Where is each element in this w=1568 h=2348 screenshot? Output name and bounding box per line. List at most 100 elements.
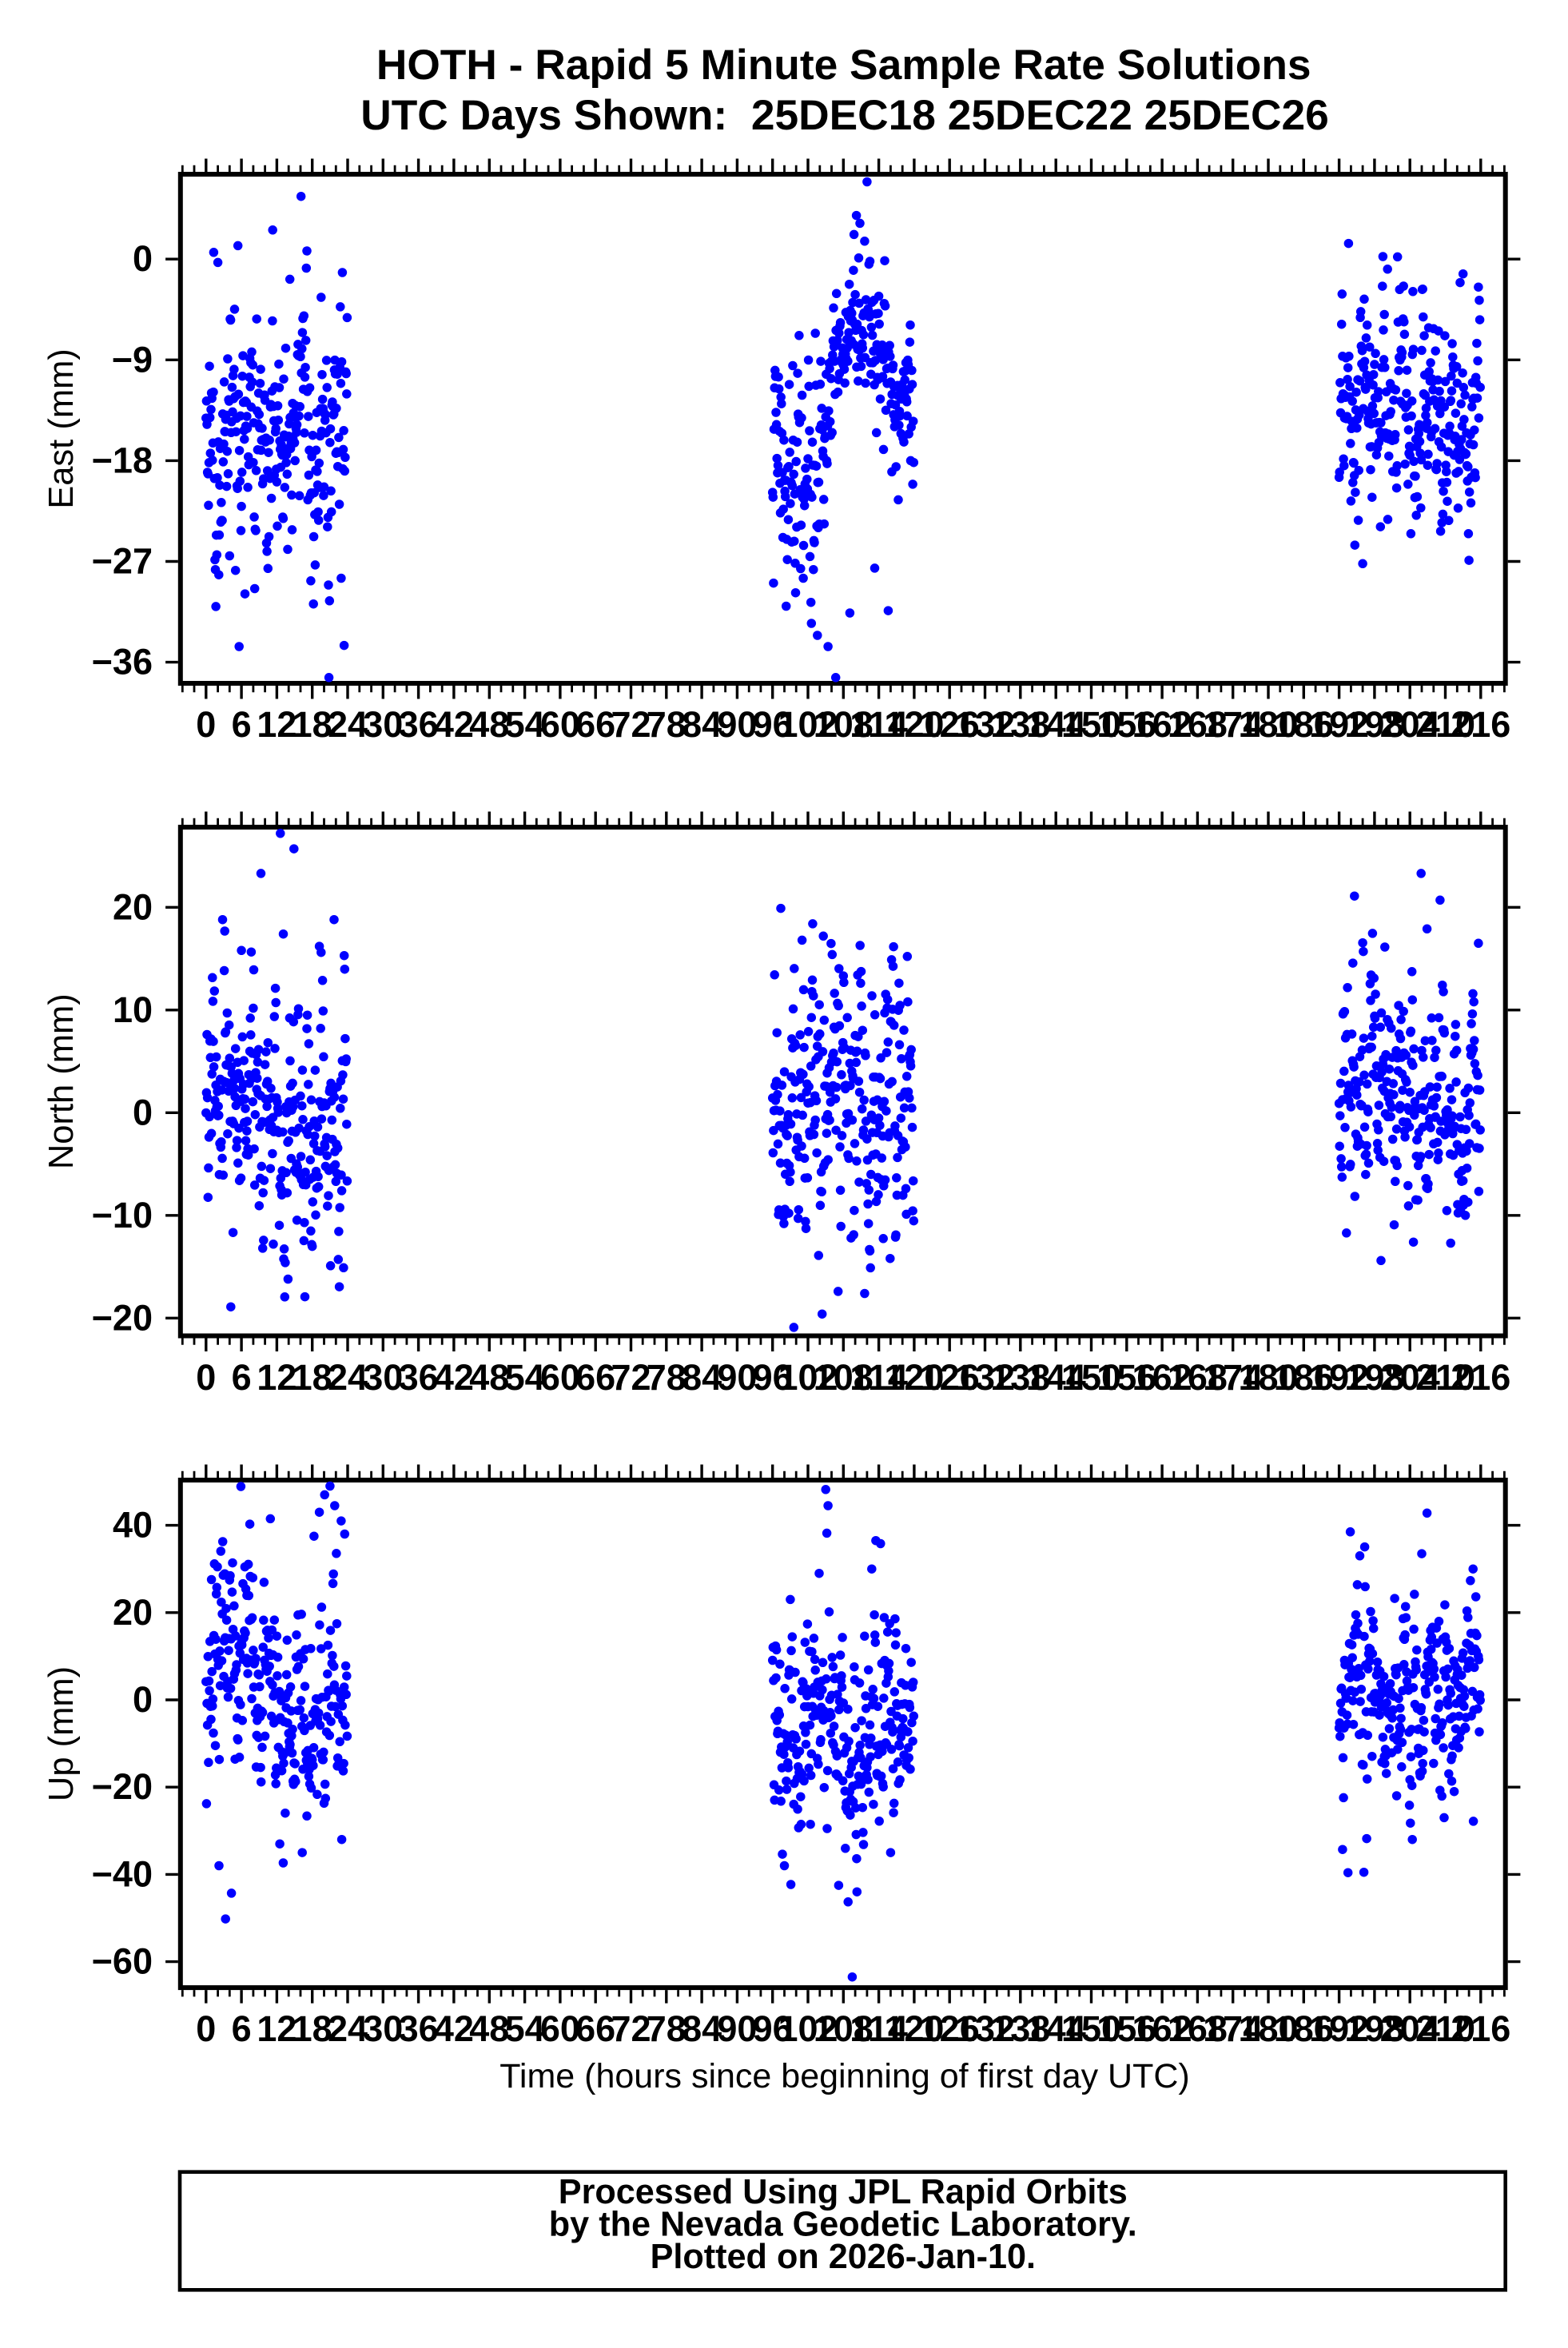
svg-text:48: 48 (469, 2008, 509, 2049)
svg-text:126: 126 (920, 2008, 980, 2049)
svg-text:174: 174 (1203, 704, 1263, 745)
svg-text:180: 180 (1238, 1357, 1298, 1398)
svg-text:−9: −9 (112, 339, 153, 380)
svg-text:10: 10 (113, 989, 153, 1030)
svg-text:−60: −60 (92, 1941, 153, 1982)
svg-text:156: 156 (1096, 2008, 1156, 2049)
svg-text:186: 186 (1274, 2008, 1334, 2049)
svg-text:66: 66 (575, 2008, 615, 2049)
svg-text:30: 30 (363, 2008, 403, 2049)
svg-text:12: 12 (257, 2008, 296, 2049)
svg-text:Up (mm): Up (mm) (42, 1666, 81, 1801)
svg-text:18: 18 (293, 1357, 332, 1398)
svg-text:−20: −20 (92, 1297, 153, 1338)
svg-text:20: 20 (113, 1592, 153, 1633)
svg-text:162: 162 (1132, 704, 1192, 745)
svg-text:72: 72 (611, 704, 651, 745)
svg-text:36: 36 (399, 2008, 439, 2049)
svg-text:108: 108 (814, 1357, 874, 1398)
svg-text:144: 144 (1026, 1357, 1086, 1398)
svg-text:60: 60 (540, 2008, 580, 2049)
svg-text:150: 150 (1061, 704, 1121, 745)
svg-text:78: 78 (647, 704, 686, 745)
svg-text:210: 210 (1415, 704, 1475, 745)
svg-text:156: 156 (1096, 704, 1156, 745)
svg-text:−10: −10 (92, 1195, 153, 1236)
svg-text:0: 0 (133, 1679, 153, 1720)
svg-text:0: 0 (133, 238, 153, 279)
svg-text:36: 36 (399, 704, 439, 745)
svg-text:132: 132 (955, 704, 1015, 745)
svg-text:84: 84 (682, 704, 722, 745)
svg-text:East (mm): East (mm) (42, 348, 81, 509)
svg-text:0: 0 (196, 704, 216, 745)
svg-text:204: 204 (1380, 1357, 1440, 1398)
svg-text:−27: −27 (92, 541, 153, 582)
svg-text:90: 90 (717, 1357, 757, 1398)
svg-text:6: 6 (232, 1357, 252, 1398)
svg-text:96: 96 (753, 2008, 793, 2049)
svg-text:96: 96 (753, 1357, 793, 1398)
svg-text:48: 48 (469, 704, 509, 745)
svg-text:192: 192 (1309, 704, 1369, 745)
svg-text:108: 108 (814, 2008, 874, 2049)
svg-text:144: 144 (1026, 2008, 1086, 2049)
svg-text:120: 120 (884, 1357, 944, 1398)
svg-text:198: 198 (1344, 704, 1404, 745)
svg-text:162: 162 (1132, 2008, 1192, 2049)
svg-text:114: 114 (850, 704, 908, 745)
svg-text:18: 18 (293, 704, 332, 745)
svg-text:78: 78 (647, 2008, 686, 2049)
svg-text:138: 138 (990, 2008, 1050, 2049)
svg-text:204: 204 (1380, 704, 1440, 745)
svg-text:−20: −20 (92, 1766, 153, 1807)
svg-text:60: 60 (540, 704, 580, 745)
svg-text:0: 0 (196, 2008, 216, 2049)
svg-text:24: 24 (328, 704, 368, 745)
svg-text:12: 12 (257, 1357, 296, 1398)
svg-text:Processed Using JPL Rapid Orbi: Processed Using JPL Rapid Orbits (559, 2173, 1128, 2211)
svg-text:30: 30 (363, 1357, 403, 1398)
svg-text:Plotted on 2026-Jan-10.: Plotted on 2026-Jan-10. (651, 2238, 1036, 2276)
svg-text:156: 156 (1096, 1357, 1156, 1398)
svg-text:168: 168 (1168, 1357, 1228, 1398)
svg-text:84: 84 (682, 1357, 722, 1398)
svg-text:102: 102 (778, 1357, 838, 1398)
svg-text:36: 36 (399, 1357, 439, 1398)
svg-text:72: 72 (611, 2008, 651, 2049)
svg-text:102: 102 (778, 2008, 838, 2049)
svg-text:0: 0 (196, 1357, 216, 1398)
svg-text:108: 108 (814, 704, 874, 745)
svg-text:UTC Days Shown: 25DEC18 25DEC: UTC Days Shown: 25DEC18 25DEC22 25DEC26 (360, 92, 1329, 139)
svg-text:60: 60 (540, 1357, 580, 1398)
svg-text:150: 150 (1061, 1357, 1121, 1398)
svg-text:42: 42 (434, 2008, 474, 2049)
svg-text:72: 72 (611, 1357, 651, 1398)
svg-text:54: 54 (505, 1357, 545, 1398)
svg-text:174: 174 (1203, 2008, 1263, 2049)
svg-text:54: 54 (505, 704, 545, 745)
svg-text:186: 186 (1274, 704, 1334, 745)
svg-text:−36: −36 (92, 642, 153, 683)
svg-text:114: 114 (850, 1357, 908, 1398)
svg-text:Time (hours since beginning of: Time (hours since beginning of first day… (499, 2057, 1190, 2095)
svg-text:12: 12 (257, 704, 296, 745)
svg-text:18: 18 (293, 2008, 332, 2049)
svg-text:132: 132 (955, 1357, 1015, 1398)
svg-text:138: 138 (990, 1357, 1050, 1398)
svg-text:174: 174 (1203, 1357, 1263, 1398)
svg-text:48: 48 (469, 1357, 509, 1398)
svg-text:96: 96 (753, 704, 793, 745)
svg-text:120: 120 (884, 2008, 944, 2049)
svg-text:216: 216 (1451, 1357, 1510, 1398)
svg-text:North (mm): North (mm) (42, 993, 81, 1169)
svg-text:198: 198 (1344, 2008, 1404, 2049)
svg-text:144: 144 (1026, 704, 1086, 745)
svg-text:204: 204 (1380, 2008, 1440, 2049)
svg-text:186: 186 (1274, 1357, 1334, 1398)
svg-text:24: 24 (328, 2008, 368, 2049)
svg-text:114: 114 (850, 2008, 908, 2049)
svg-text:210: 210 (1415, 2008, 1475, 2049)
svg-text:−18: −18 (92, 440, 153, 480)
svg-text:66: 66 (575, 1357, 615, 1398)
